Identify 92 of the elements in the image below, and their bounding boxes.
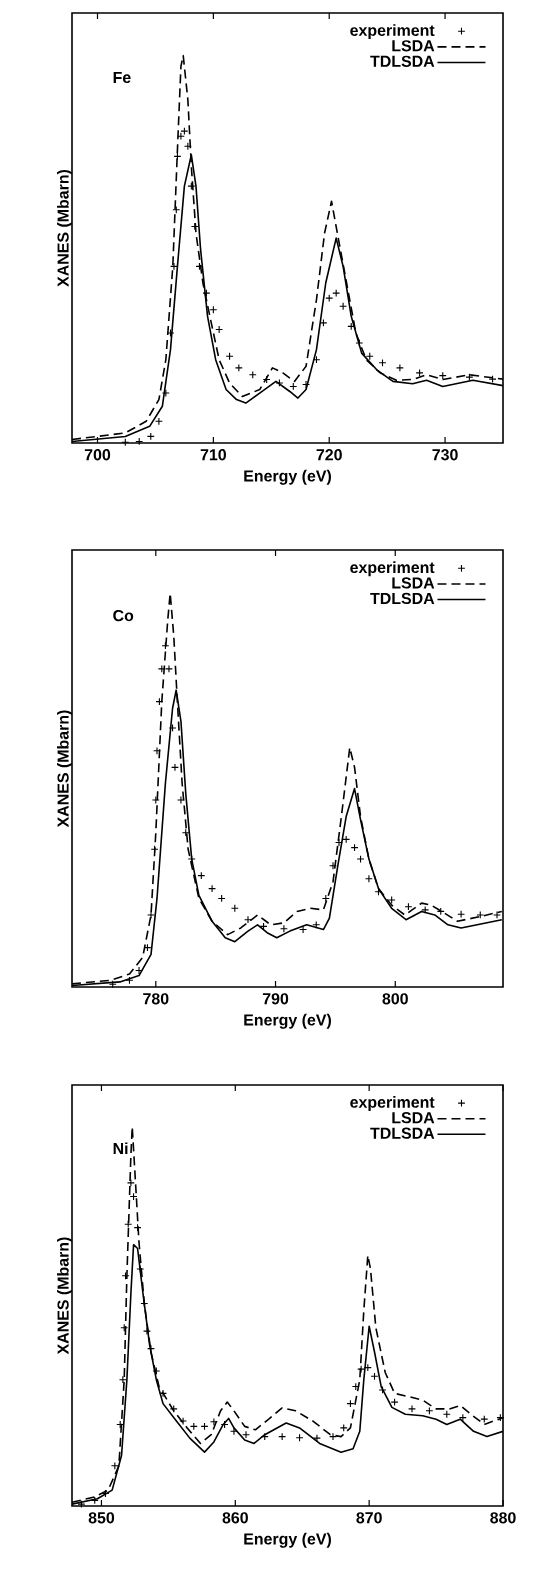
point xyxy=(165,664,173,673)
point xyxy=(408,1404,416,1413)
point xyxy=(135,966,143,975)
x-tick-label: 850 xyxy=(88,1512,115,1524)
point xyxy=(457,910,466,919)
point xyxy=(126,1178,135,1187)
point xyxy=(302,380,310,389)
point xyxy=(357,1365,366,1374)
point xyxy=(378,1386,387,1394)
x-tick-label: 860 xyxy=(222,1512,248,1524)
point xyxy=(275,379,284,387)
point xyxy=(488,375,497,384)
point xyxy=(299,925,308,934)
x-tick-label: 730 xyxy=(432,449,458,461)
legend-label: TDLSDA xyxy=(370,1127,435,1139)
legend-label: TDLSDA xyxy=(370,592,435,605)
legend-label: experiment xyxy=(350,24,435,40)
point xyxy=(335,838,343,847)
legend-label: TDLSDA xyxy=(370,55,435,67)
point xyxy=(147,1344,155,1353)
point xyxy=(230,1427,238,1436)
x-axis-title: Energy (eV) xyxy=(244,469,331,485)
point xyxy=(395,363,404,372)
point xyxy=(215,325,224,334)
x-tick-label: 880 xyxy=(490,1512,516,1524)
x-tick-label: 790 xyxy=(262,993,289,1005)
y-axis-title: XANES (Mbarn) xyxy=(57,1237,72,1355)
point xyxy=(183,142,192,151)
x-tick-label: 780 xyxy=(143,993,169,1005)
point xyxy=(179,1417,188,1426)
point xyxy=(136,1265,145,1273)
point xyxy=(157,664,166,673)
point xyxy=(476,911,485,919)
point xyxy=(187,855,196,864)
point xyxy=(415,368,424,377)
point xyxy=(177,796,185,804)
point xyxy=(244,915,252,924)
x-tick-label: 800 xyxy=(382,993,408,1005)
point xyxy=(166,329,175,337)
point xyxy=(387,896,396,904)
point xyxy=(325,294,334,303)
point xyxy=(159,1389,167,1398)
annotation: Ni xyxy=(113,1142,128,1154)
point xyxy=(147,911,155,919)
legend-label: LSDA xyxy=(392,1112,435,1124)
point xyxy=(77,1500,86,1509)
point xyxy=(143,1327,151,1336)
legend-label: experiment xyxy=(350,561,435,577)
point xyxy=(168,724,177,732)
point xyxy=(339,1423,348,1432)
point xyxy=(202,289,211,298)
legend-label: LSDA xyxy=(392,577,435,589)
x-tick-label: 710 xyxy=(200,449,226,461)
point xyxy=(171,763,179,772)
x-tick-label: 700 xyxy=(84,449,111,461)
point xyxy=(364,874,373,883)
legend-label: LSDA xyxy=(392,40,435,52)
x-axis-title: Energy (eV) xyxy=(244,1532,331,1548)
point xyxy=(313,1434,321,1443)
point xyxy=(355,339,364,348)
point xyxy=(208,884,217,893)
x-axis-title: Energy (eV) xyxy=(244,1013,331,1029)
point xyxy=(152,1367,161,1375)
point xyxy=(176,132,185,141)
point xyxy=(161,389,170,397)
y-axis-title: XANES (Mbarn) xyxy=(57,710,72,828)
point xyxy=(154,417,163,426)
point xyxy=(458,1413,467,1422)
point xyxy=(118,1375,127,1384)
point xyxy=(279,924,288,933)
x-tick-label: 870 xyxy=(356,1512,382,1524)
point xyxy=(234,363,243,372)
point xyxy=(169,1404,178,1413)
point xyxy=(339,302,348,311)
point xyxy=(242,1430,250,1439)
point xyxy=(209,1417,218,1426)
point xyxy=(329,861,337,870)
legend-label: experiment xyxy=(350,1096,435,1111)
point xyxy=(153,746,161,755)
point xyxy=(493,911,501,919)
y-axis-title: XANES (Mbarn) xyxy=(57,169,72,287)
point xyxy=(332,289,341,298)
point xyxy=(390,1398,399,1407)
x-tick-label: 720 xyxy=(316,449,342,461)
annotation: Fe xyxy=(113,71,131,84)
point xyxy=(170,262,178,271)
annotation: Co xyxy=(113,609,134,622)
point xyxy=(151,796,160,804)
point xyxy=(356,855,365,864)
point xyxy=(329,1432,337,1441)
point xyxy=(319,318,328,327)
point xyxy=(465,373,474,382)
